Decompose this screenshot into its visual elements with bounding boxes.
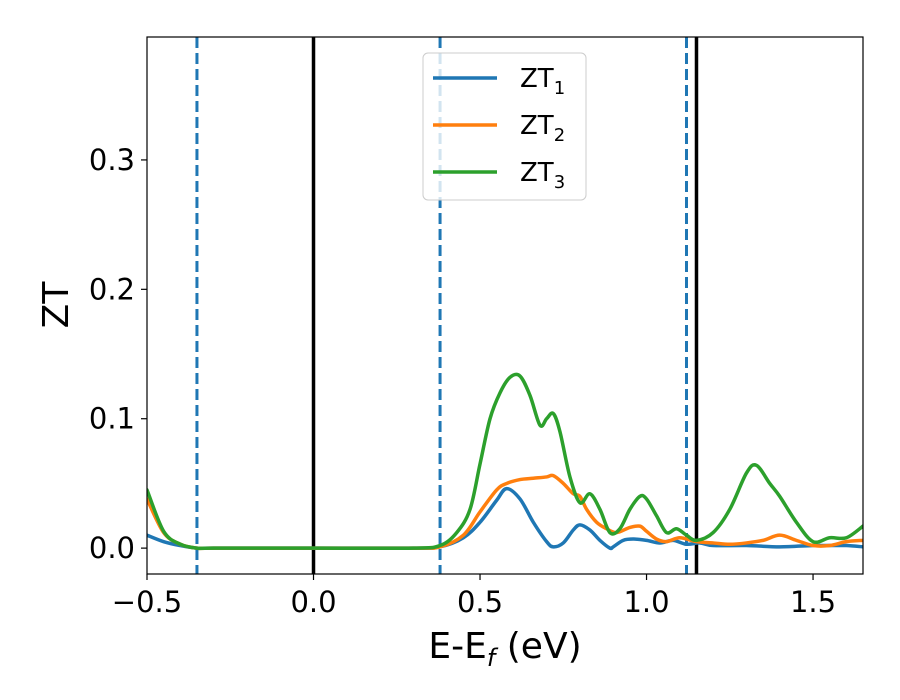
y-tick-label: 0.1 bbox=[89, 402, 135, 436]
series-line-zt3 bbox=[147, 372, 863, 551]
x-axis-label: E-Ef (eV) bbox=[428, 626, 581, 672]
series-line-zt1 bbox=[147, 486, 863, 551]
y-tick-label: 0.0 bbox=[89, 531, 135, 565]
x-tick-label: 1.5 bbox=[790, 585, 836, 619]
series-line-zt2 bbox=[147, 473, 863, 551]
x-axis-ticks: −0.5 0.0 0.5 1.0 1.5 bbox=[112, 574, 836, 619]
y-axis-ticks: 0.0 0.1 0.2 0.3 bbox=[89, 143, 147, 565]
plot-frame bbox=[146, 36, 864, 575]
y-tick-label: 0.2 bbox=[89, 272, 135, 306]
legend: ZT1 ZT2 ZT3 bbox=[422, 52, 587, 201]
y-axis-label: ZT bbox=[36, 281, 77, 329]
legend-label-zt3: ZT3 bbox=[520, 158, 565, 193]
x-tick-label: −0.5 bbox=[112, 585, 182, 619]
legend-label-zt1: ZT1 bbox=[520, 64, 565, 99]
x-tick-label: 0.5 bbox=[457, 585, 503, 619]
y-tick-label: 0.3 bbox=[89, 143, 135, 177]
legend-box bbox=[422, 52, 587, 201]
x-tick-label: 0.0 bbox=[290, 585, 336, 619]
x-tick-label: 1.0 bbox=[623, 585, 669, 619]
series-lines bbox=[147, 372, 863, 551]
legend-label-zt2: ZT2 bbox=[520, 111, 565, 146]
